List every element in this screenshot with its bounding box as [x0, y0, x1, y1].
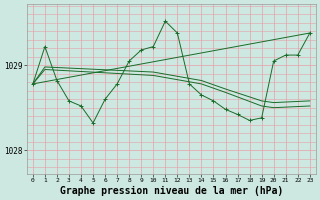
X-axis label: Graphe pression niveau de la mer (hPa): Graphe pression niveau de la mer (hPa) — [60, 186, 283, 196]
